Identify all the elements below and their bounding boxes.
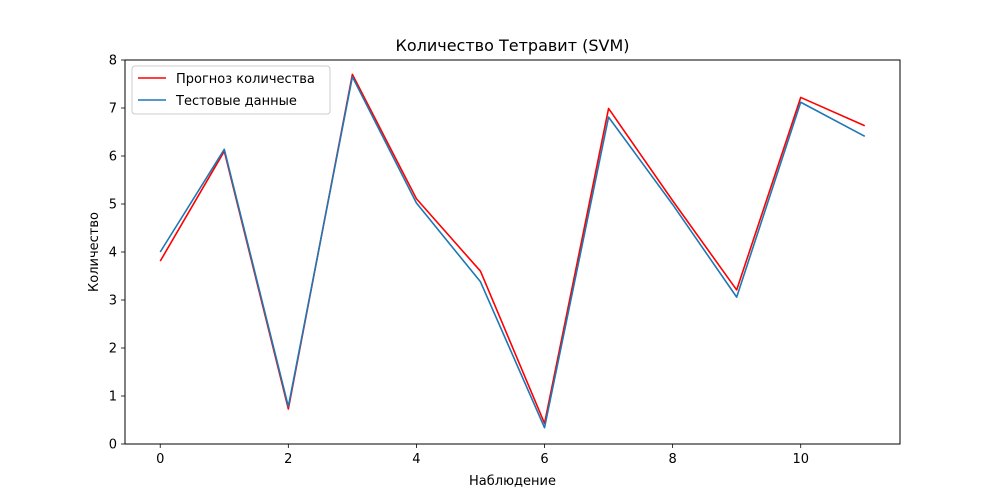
plot-frame	[124, 59, 901, 445]
y-tick-label: 8	[109, 54, 117, 69]
y-axis-label: Количество	[87, 212, 102, 292]
x-axis-label: Наблюдение	[469, 474, 556, 489]
legend-label-test-data: Тестовые данные	[175, 94, 297, 109]
y-tick-label: 2	[109, 342, 117, 357]
chart-title: Количество Тетравит (SVM)	[395, 36, 629, 55]
x-tick-label: 0	[156, 452, 164, 467]
x-tick-label: 8	[668, 452, 676, 467]
plot-area	[125, 60, 900, 444]
legend-box	[131, 65, 331, 115]
legend-label-forecast: Прогноз количества	[176, 72, 315, 87]
legend: Прогноз количества Тестовые данные	[131, 65, 331, 115]
y-tick-label: 0	[109, 438, 117, 453]
y-tick-label: 1	[109, 390, 117, 405]
y-tick-label: 3	[109, 294, 117, 309]
x-tick-label: 2	[284, 452, 292, 467]
x-tick-label: 4	[412, 452, 420, 467]
series-lines	[159, 73, 866, 429]
y-tick-label: 5	[109, 198, 117, 213]
x-axis-ticks: 0 2 4 6 8 10	[156, 444, 809, 467]
x-tick-label: 6	[540, 452, 548, 467]
series-line-1	[159, 76, 866, 429]
x-tick-label: 10	[792, 452, 809, 467]
y-axis-ticks: 0 1 2 3 4 5 6 7 8	[109, 54, 125, 453]
y-tick-label: 6	[109, 150, 117, 165]
y-tick-label: 7	[109, 102, 117, 117]
y-tick-label: 4	[109, 246, 117, 261]
